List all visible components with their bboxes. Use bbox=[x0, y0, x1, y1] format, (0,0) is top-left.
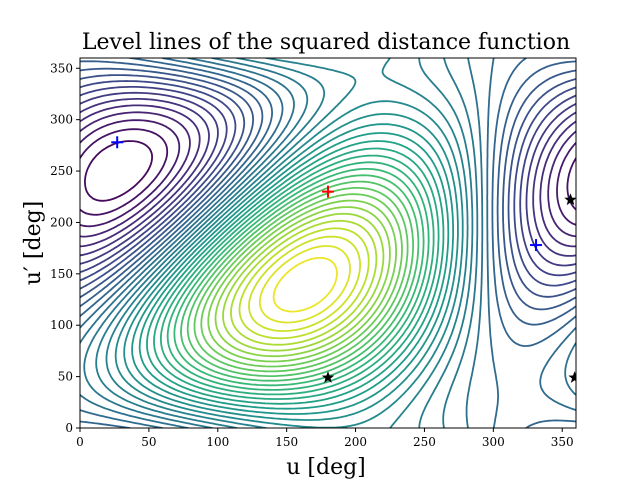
contour-level-line bbox=[80, 58, 576, 428]
contour-level-line bbox=[80, 67, 576, 311]
contour-level-line bbox=[258, 245, 351, 324]
contour-level-line bbox=[173, 168, 425, 387]
y-tick-label: 50 bbox=[58, 370, 73, 384]
contour-level-line bbox=[80, 60, 576, 326]
contour-level-line bbox=[131, 123, 454, 415]
markers-layer bbox=[111, 136, 576, 383]
contour-level-line bbox=[180, 174, 420, 382]
y-axis: 0 50 100 150 200 250 300 350 bbox=[50, 61, 80, 435]
x-axis: 0 50 100 150 200 250 300 350 bbox=[76, 428, 574, 449]
plus-marker bbox=[530, 239, 543, 252]
contour-level-line bbox=[80, 74, 576, 298]
contour-level-line bbox=[80, 111, 576, 238]
contour-level-line bbox=[222, 212, 385, 352]
contour-level-line bbox=[186, 180, 414, 377]
y-tick-label: 250 bbox=[50, 164, 73, 178]
contour-level-line bbox=[272, 256, 338, 313]
contour-level-line bbox=[207, 199, 397, 363]
contour-level-line bbox=[138, 132, 450, 410]
x-tick-label: 250 bbox=[413, 435, 436, 449]
contour-level-line bbox=[230, 219, 378, 346]
plus-marker bbox=[322, 185, 334, 198]
contour-level-line bbox=[200, 193, 403, 368]
x-tick-label: 300 bbox=[482, 435, 505, 449]
contour-lines bbox=[80, 58, 576, 428]
contour-level-line bbox=[80, 119, 576, 228]
contour-level-line bbox=[193, 187, 409, 373]
y-tick-label: 300 bbox=[50, 113, 73, 127]
contour-level-line bbox=[80, 58, 576, 428]
contour-level-line bbox=[146, 140, 445, 405]
y-tick-label: 350 bbox=[50, 61, 73, 75]
contour-level-line bbox=[153, 147, 440, 400]
y-tick-label: 100 bbox=[50, 318, 73, 332]
contour-level-line bbox=[80, 80, 576, 287]
y-tick-label: 0 bbox=[65, 421, 73, 435]
x-tick-label: 200 bbox=[344, 435, 367, 449]
contour-level-line bbox=[123, 113, 459, 421]
y-axis-label: u′ [deg] bbox=[21, 201, 46, 286]
contour-level-line bbox=[95, 58, 474, 428]
x-tick-label: 50 bbox=[141, 435, 156, 449]
plot-frame bbox=[79, 57, 577, 429]
x-tick-label: 150 bbox=[275, 435, 298, 449]
contour-level-line bbox=[80, 128, 576, 216]
contour-level-line bbox=[160, 154, 435, 396]
contour-level-line bbox=[83, 58, 479, 428]
star-marker bbox=[321, 371, 335, 383]
x-tick-label: 100 bbox=[206, 435, 229, 449]
y-tick-label: 200 bbox=[50, 215, 73, 229]
plus-marker bbox=[111, 136, 124, 149]
contour-level-line bbox=[80, 91, 576, 267]
y-tick-label: 150 bbox=[50, 267, 73, 281]
x-axis-label: u [deg] bbox=[286, 455, 366, 480]
contour-level-line bbox=[166, 161, 430, 391]
star-marker bbox=[564, 193, 576, 206]
contour-level-line bbox=[80, 58, 576, 428]
contour-level-line bbox=[238, 227, 370, 340]
x-tick-label: 350 bbox=[551, 435, 574, 449]
chart-title: Level lines of the squared distance func… bbox=[82, 30, 570, 55]
contour-level-line bbox=[80, 104, 576, 248]
contour-level-line bbox=[80, 86, 576, 277]
contour-level-line bbox=[105, 58, 469, 428]
star-marker bbox=[568, 371, 576, 383]
contour-level-line bbox=[114, 100, 464, 428]
contour-level-line bbox=[248, 235, 361, 332]
x-tick-label: 0 bbox=[76, 435, 84, 449]
contour-level-line bbox=[214, 206, 391, 358]
